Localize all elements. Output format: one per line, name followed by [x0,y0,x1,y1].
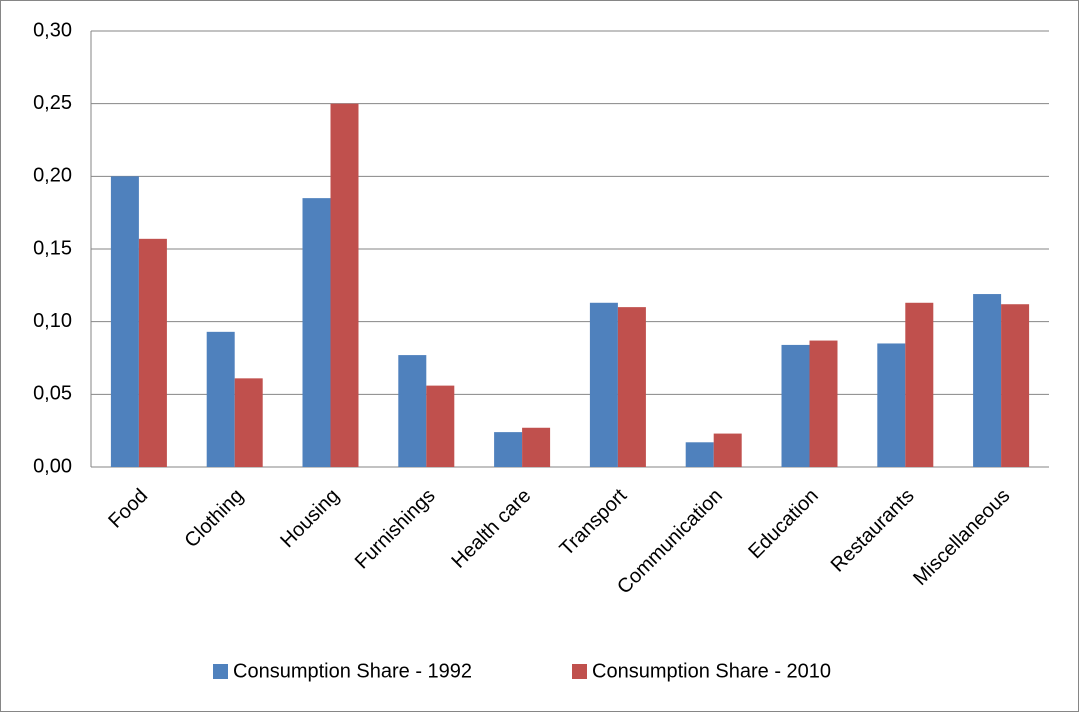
y-tick-label: 0,00 [33,455,72,477]
bar [877,343,906,467]
bar [973,294,1002,467]
legend-swatch [572,664,587,679]
bar [302,198,331,467]
bar [138,238,167,467]
y-tick-label: 0,10 [33,310,72,332]
bar [713,433,742,467]
bar [685,442,714,467]
bar [809,340,838,467]
legend-swatch [213,664,228,679]
y-tick-label: 0,25 [33,92,72,114]
bar [206,331,235,467]
bar [522,427,551,467]
legend-label: Consumption Share - 2010 [592,660,831,682]
bar [234,378,263,467]
bar [110,176,139,468]
bar [781,344,810,467]
bar [1001,304,1030,467]
bar [398,355,427,467]
y-tick-label: 0,05 [33,383,72,405]
y-tick-label: 0,20 [33,165,72,187]
bar [617,307,646,467]
y-tick-label: 0,30 [33,19,72,41]
bar [426,385,455,467]
bar [330,103,359,468]
legend-label: Consumption Share - 1992 [233,660,472,682]
bar [589,302,618,467]
y-tick-label: 0,15 [33,237,72,259]
bar [494,432,523,467]
bar [905,302,934,467]
